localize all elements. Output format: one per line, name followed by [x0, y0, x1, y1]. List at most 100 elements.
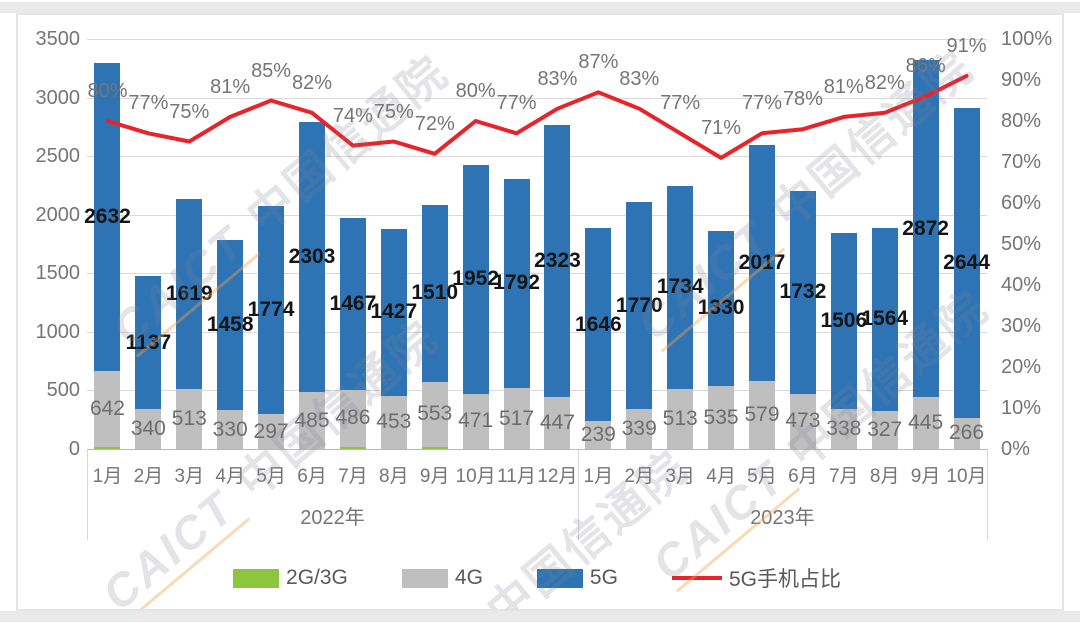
bar-segment-5g: [94, 63, 121, 372]
value-label-5g: 1792: [493, 271, 540, 295]
y-axis-left-tick: 3500: [35, 28, 81, 50]
value-label-4g: 473: [785, 409, 821, 433]
axis-group-separator: [987, 449, 988, 540]
line-label-pct: 71%: [701, 116, 742, 139]
value-label-4g: 239: [580, 423, 616, 446]
bar-segment-4g: [912, 396, 939, 449]
x-axis-month-label: 2月: [624, 466, 655, 487]
value-label-4g: 338: [826, 417, 862, 441]
bar-segment-5g: [912, 60, 939, 397]
legend-label: 4G: [454, 566, 483, 589]
x-axis-years: 2022年 2023年: [87, 493, 987, 537]
bar-segment-5g: [217, 239, 244, 411]
x-axis-month-label: 8月: [869, 466, 900, 487]
bar-segment-4g: [339, 389, 366, 447]
bar-segment-4g: [421, 381, 448, 447]
bar-segment-2g3g: [421, 446, 448, 449]
gridline: [87, 97, 987, 99]
y-axis-left-tick: 0: [68, 438, 80, 460]
value-label-4g: 340: [130, 417, 166, 441]
y-axis-right-tick: 20%: [1001, 356, 1042, 378]
value-label-5g: 2632: [84, 205, 131, 229]
bar-segment-4g: [626, 409, 653, 449]
x-axis-month-label: 1月: [92, 466, 123, 487]
value-label-5g: 1467: [329, 291, 377, 315]
bar-segment-4g: [708, 386, 735, 449]
gridline: [87, 331, 987, 333]
value-label-5g: 1510: [411, 281, 459, 305]
value-label-5g: 1646: [575, 312, 622, 336]
value-label-4g: 445: [908, 410, 944, 434]
bar-segment-5g: [749, 144, 775, 382]
bar-segment-5g: [708, 230, 735, 387]
x-axis-month-label: 8月: [379, 466, 409, 487]
y-axis-right-tick: 0%: [1001, 438, 1030, 460]
x-axis-month-label: 4月: [706, 466, 736, 487]
y-axis-left-tick: 2500: [35, 145, 81, 168]
bar-segment-5g: [135, 275, 162, 410]
value-label-4g: 471: [458, 409, 494, 433]
gridline: [87, 390, 987, 392]
legend-label: 5G: [589, 566, 618, 589]
value-label-5g: 1734: [656, 275, 704, 299]
gridline: [87, 39, 987, 40]
x-axis-month-label: 9月: [419, 466, 450, 487]
y-axis-right-tick: 10%: [1001, 397, 1042, 419]
value-label-4g: 453: [376, 410, 412, 434]
bar-segment-5g: [830, 233, 857, 410]
bar-segment-5g: [585, 228, 612, 422]
line-label-pct: 77%: [660, 92, 701, 115]
line-label-pct: 82%: [291, 71, 333, 94]
line-label-pct: 91%: [946, 34, 987, 57]
value-label-5g: 2644: [943, 250, 990, 274]
bar-segment-5g: [462, 165, 489, 394]
y-axis-right-tick: 40%: [1001, 274, 1042, 296]
y-axis-left-tick: 2000: [35, 203, 81, 226]
x-axis-month-label: 10月: [455, 466, 496, 487]
value-label-5g: 2017: [738, 251, 786, 275]
bar-segment-4g: [830, 409, 857, 449]
x-axis-month-label: 2月: [133, 466, 164, 487]
bar-segment-5g: [176, 199, 203, 389]
bar-segment-4g: [217, 410, 244, 449]
bar-segment-5g: [626, 201, 653, 410]
bar-segment-5g: [299, 122, 325, 393]
line-label-pct: 83%: [619, 67, 660, 90]
value-label-4g: 327: [867, 417, 903, 441]
bar-segment-5g: [953, 108, 980, 418]
value-label-4g: 485: [294, 408, 330, 432]
value-label-4g: 486: [335, 406, 371, 430]
bar-segment-4g: [503, 388, 530, 449]
bar-segment-4g: [953, 417, 980, 449]
line-label-pct: 78%: [782, 88, 823, 111]
bar-segment-4g: [135, 409, 162, 449]
y-axis-right-tick: 90%: [1001, 69, 1042, 91]
value-label-4g: 642: [89, 397, 125, 421]
axis-group-separator: [577, 449, 579, 540]
value-label-4g: 517: [499, 406, 535, 430]
x-axis-month-label: 12月: [537, 466, 578, 487]
value-label-5g: 1330: [697, 296, 745, 320]
value-label-5g: 1564: [861, 307, 909, 331]
y-axis-right-tick: 70%: [1001, 151, 1042, 173]
line-label-pct: 81%: [210, 75, 251, 98]
x-axis-month-label: 6月: [788, 466, 818, 487]
x-axis-month-label: 1月: [583, 466, 614, 487]
x-axis-months: 1月 2月 3月 4月 5月 6月 7月 8月 9月 10月 11月 12月 1月 2月 3月 4月 5月 6月 7…: [87, 449, 987, 493]
legend-item: 5G: [536, 566, 618, 590]
value-label-4g: 553: [417, 402, 453, 426]
bar-segment-5g: [667, 185, 694, 389]
gridline: [87, 273, 987, 275]
value-label-5g: 1732: [779, 280, 827, 304]
y-axis-right-tick: 80%: [1001, 110, 1042, 132]
x-axis-month-label: 11月: [497, 466, 536, 487]
value-label-5g: 1427: [370, 300, 418, 324]
line-label-pct: 87%: [578, 51, 619, 74]
bar-segment-5g: [871, 227, 898, 411]
bar-segment-4g: [380, 395, 407, 449]
y-axis-left-tick: 1000: [35, 320, 81, 343]
line-label-pct: 82%: [864, 71, 905, 94]
y-axis-right-tick: 50%: [1001, 233, 1042, 255]
bar-segment-4g: [462, 393, 489, 449]
bar-segment-4g: [299, 392, 325, 449]
